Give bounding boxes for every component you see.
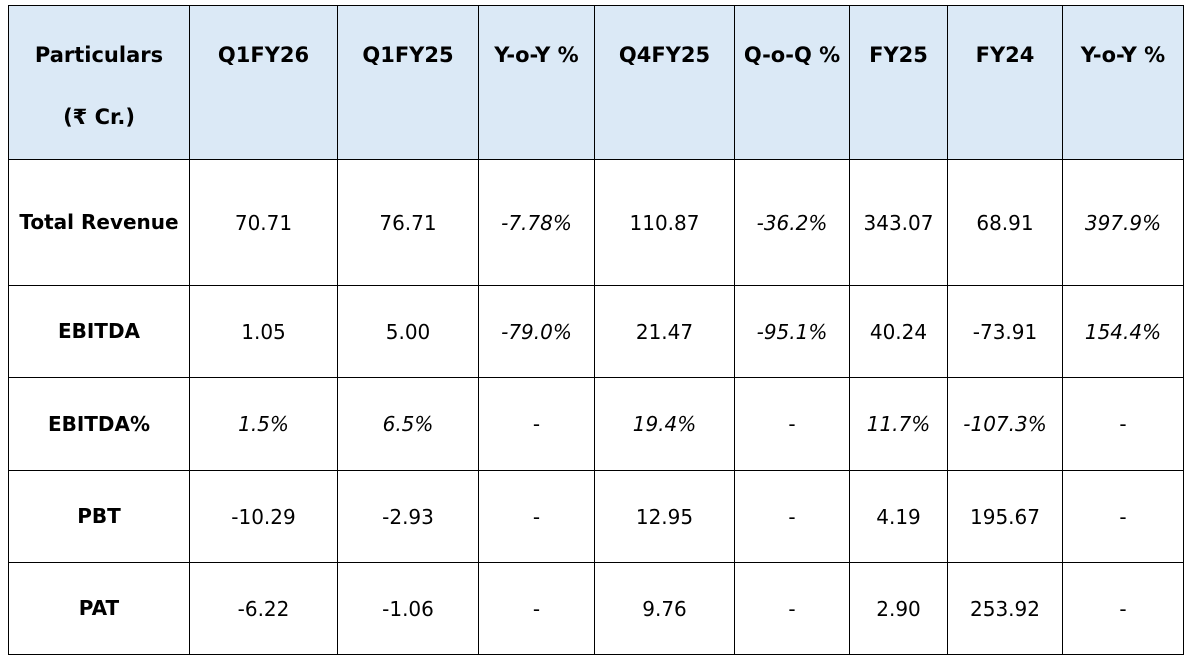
row-label: PAT <box>8 562 190 655</box>
table-row-pat: PAT -6.22 -1.06 - 9.76 - 2.90 253.92 - <box>8 562 1184 655</box>
table-cell: -36.2% <box>734 159 850 286</box>
table-cell: 195.67 <box>947 470 1063 563</box>
table-row-ebitda: EBITDA 1.05 5.00 -79.0% 21.47 -95.1% 40.… <box>8 285 1184 378</box>
column-header-q4fy25: Q4FY25 <box>594 5 735 160</box>
table-cell: 4.19 <box>849 470 948 563</box>
table-cell: -107.3% <box>947 377 1063 471</box>
table-cell: 397.9% <box>1062 159 1184 286</box>
column-header-q1fy25: Q1FY25 <box>337 5 479 160</box>
table-cell: -6.22 <box>189 562 338 655</box>
table-cell: 70.71 <box>189 159 338 286</box>
table-cell: -10.29 <box>189 470 338 563</box>
table-cell: 1.5% <box>189 377 338 471</box>
table-cell: 9.76 <box>594 562 735 655</box>
row-label: Total Revenue <box>8 159 190 286</box>
table-row-ebitda-percent: EBITDA% 1.5% 6.5% - 19.4% - 11.7% -107.3… <box>8 377 1184 471</box>
table-row-pbt: PBT -10.29 -2.93 - 12.95 - 4.19 195.67 - <box>8 470 1184 563</box>
table-cell: 19.4% <box>594 377 735 471</box>
table-cell: 21.47 <box>594 285 735 378</box>
column-header-fy24: FY24 <box>947 5 1063 160</box>
table-cell: 343.07 <box>849 159 948 286</box>
table-cell: - <box>478 377 595 471</box>
table-cell: - <box>1062 562 1184 655</box>
table-cell: -95.1% <box>734 285 850 378</box>
table-cell: 12.95 <box>594 470 735 563</box>
table-cell: 154.4% <box>1062 285 1184 378</box>
header-row: Particulars (₹ Cr.) Q1FY26 Q1FY25 Y-o-Y … <box>8 5 1184 160</box>
table-cell: -73.91 <box>947 285 1063 378</box>
table-cell: - <box>734 377 850 471</box>
table-cell: -2.93 <box>337 470 479 563</box>
row-label: PBT <box>8 470 190 563</box>
table-cell: - <box>734 562 850 655</box>
table-cell: - <box>734 470 850 563</box>
table-cell: - <box>1062 470 1184 563</box>
table-cell: - <box>478 470 595 563</box>
financial-results-table: Particulars (₹ Cr.) Q1FY26 Q1FY25 Y-o-Y … <box>8 5 1184 655</box>
table-cell: 1.05 <box>189 285 338 378</box>
particulars-header: Particulars (₹ Cr.) <box>8 5 190 160</box>
financial-table-container: Particulars (₹ Cr.) Q1FY26 Q1FY25 Y-o-Y … <box>8 5 1184 655</box>
column-header-qoq: Q-o-Q % <box>734 5 850 160</box>
table-cell: 68.91 <box>947 159 1063 286</box>
table-cell: 5.00 <box>337 285 479 378</box>
table-cell: 2.90 <box>849 562 948 655</box>
table-cell: - <box>478 562 595 655</box>
column-header-q1fy26: Q1FY26 <box>189 5 338 160</box>
table-cell: 76.71 <box>337 159 479 286</box>
column-header-fy25: FY25 <box>849 5 948 160</box>
table-cell: -1.06 <box>337 562 479 655</box>
row-label: EBITDA <box>8 285 190 378</box>
table-cell: 40.24 <box>849 285 948 378</box>
table-cell: 6.5% <box>337 377 479 471</box>
table-cell: 110.87 <box>594 159 735 286</box>
table-cell: - <box>1062 377 1184 471</box>
table-cell: -7.78% <box>478 159 595 286</box>
table-row-total-revenue: Total Revenue 70.71 76.71 -7.78% 110.87 … <box>8 159 1184 286</box>
unit-label: (₹ Cr.) <box>63 105 135 129</box>
column-header-yoy-quarter: Y-o-Y % <box>478 5 595 160</box>
table-cell: -79.0% <box>478 285 595 378</box>
table-cell: 11.7% <box>849 377 948 471</box>
column-header-yoy-annual: Y-o-Y % <box>1062 5 1184 160</box>
row-label: EBITDA% <box>8 377 190 471</box>
table-cell: 253.92 <box>947 562 1063 655</box>
particulars-label: Particulars <box>34 43 164 67</box>
